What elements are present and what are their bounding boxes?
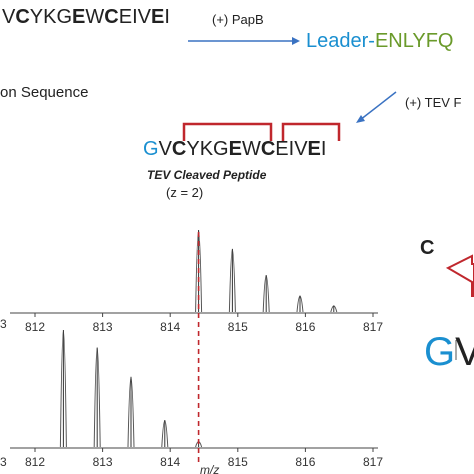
top-spectrum-tick-label: 817	[363, 320, 383, 334]
crosslink-bracket-1	[182, 122, 273, 141]
mz-axis-label: m/z	[200, 463, 219, 474]
bottom-spectrum-tick-label: 817	[363, 455, 383, 469]
top-spectrum-tick-label: 815	[228, 320, 248, 334]
top-spectrum-tick-label: 814	[160, 320, 180, 334]
leader-prefix: Leader-	[306, 30, 375, 52]
cleaved-peptide-sequence: GVCYKGEWCEIVEI	[143, 138, 327, 160]
top-spectrum-tick-label: 816	[295, 320, 315, 334]
bottom-spectrum-tick-label: 812	[25, 455, 45, 469]
peptide-charge: (z = 2)	[166, 185, 204, 200]
partial-sequence-label: on Sequence	[0, 84, 89, 101]
bottom-spectrum-tick-label: 816	[295, 455, 315, 469]
tev-arrow	[356, 91, 397, 123]
tev-step-label: (+) TEV F	[405, 95, 462, 110]
leader-suffix: ENLYFQ	[374, 30, 454, 52]
panel-c-arrow	[445, 254, 474, 360]
left-tick-bottom: 3	[0, 455, 7, 469]
papb-step-label: (+) PapB	[212, 12, 264, 27]
peptide-g: G	[143, 138, 159, 160]
left-tick-top: 3	[0, 317, 7, 331]
bottom-spectrum-tick-label: 815	[228, 455, 248, 469]
precursor-sequence: VCYKGEWCEIVEI	[2, 6, 170, 28]
panel-c-sequence: GV	[424, 330, 474, 374]
peptide-title: TEV Cleaved Peptide	[147, 168, 267, 182]
leader-sequence: Leader-ENLYFQ	[306, 30, 453, 53]
crosslink-bracket-2	[281, 122, 341, 141]
bottom-spectrum-tick-label: 813	[93, 455, 113, 469]
bottom-spectrum-tick-label: 814	[160, 455, 180, 469]
papb-arrow	[188, 37, 300, 45]
panel-c-label: C	[420, 237, 435, 259]
top-spectrum-tick-label: 812	[25, 320, 45, 334]
top-spectrum-tick-label: 813	[93, 320, 113, 334]
